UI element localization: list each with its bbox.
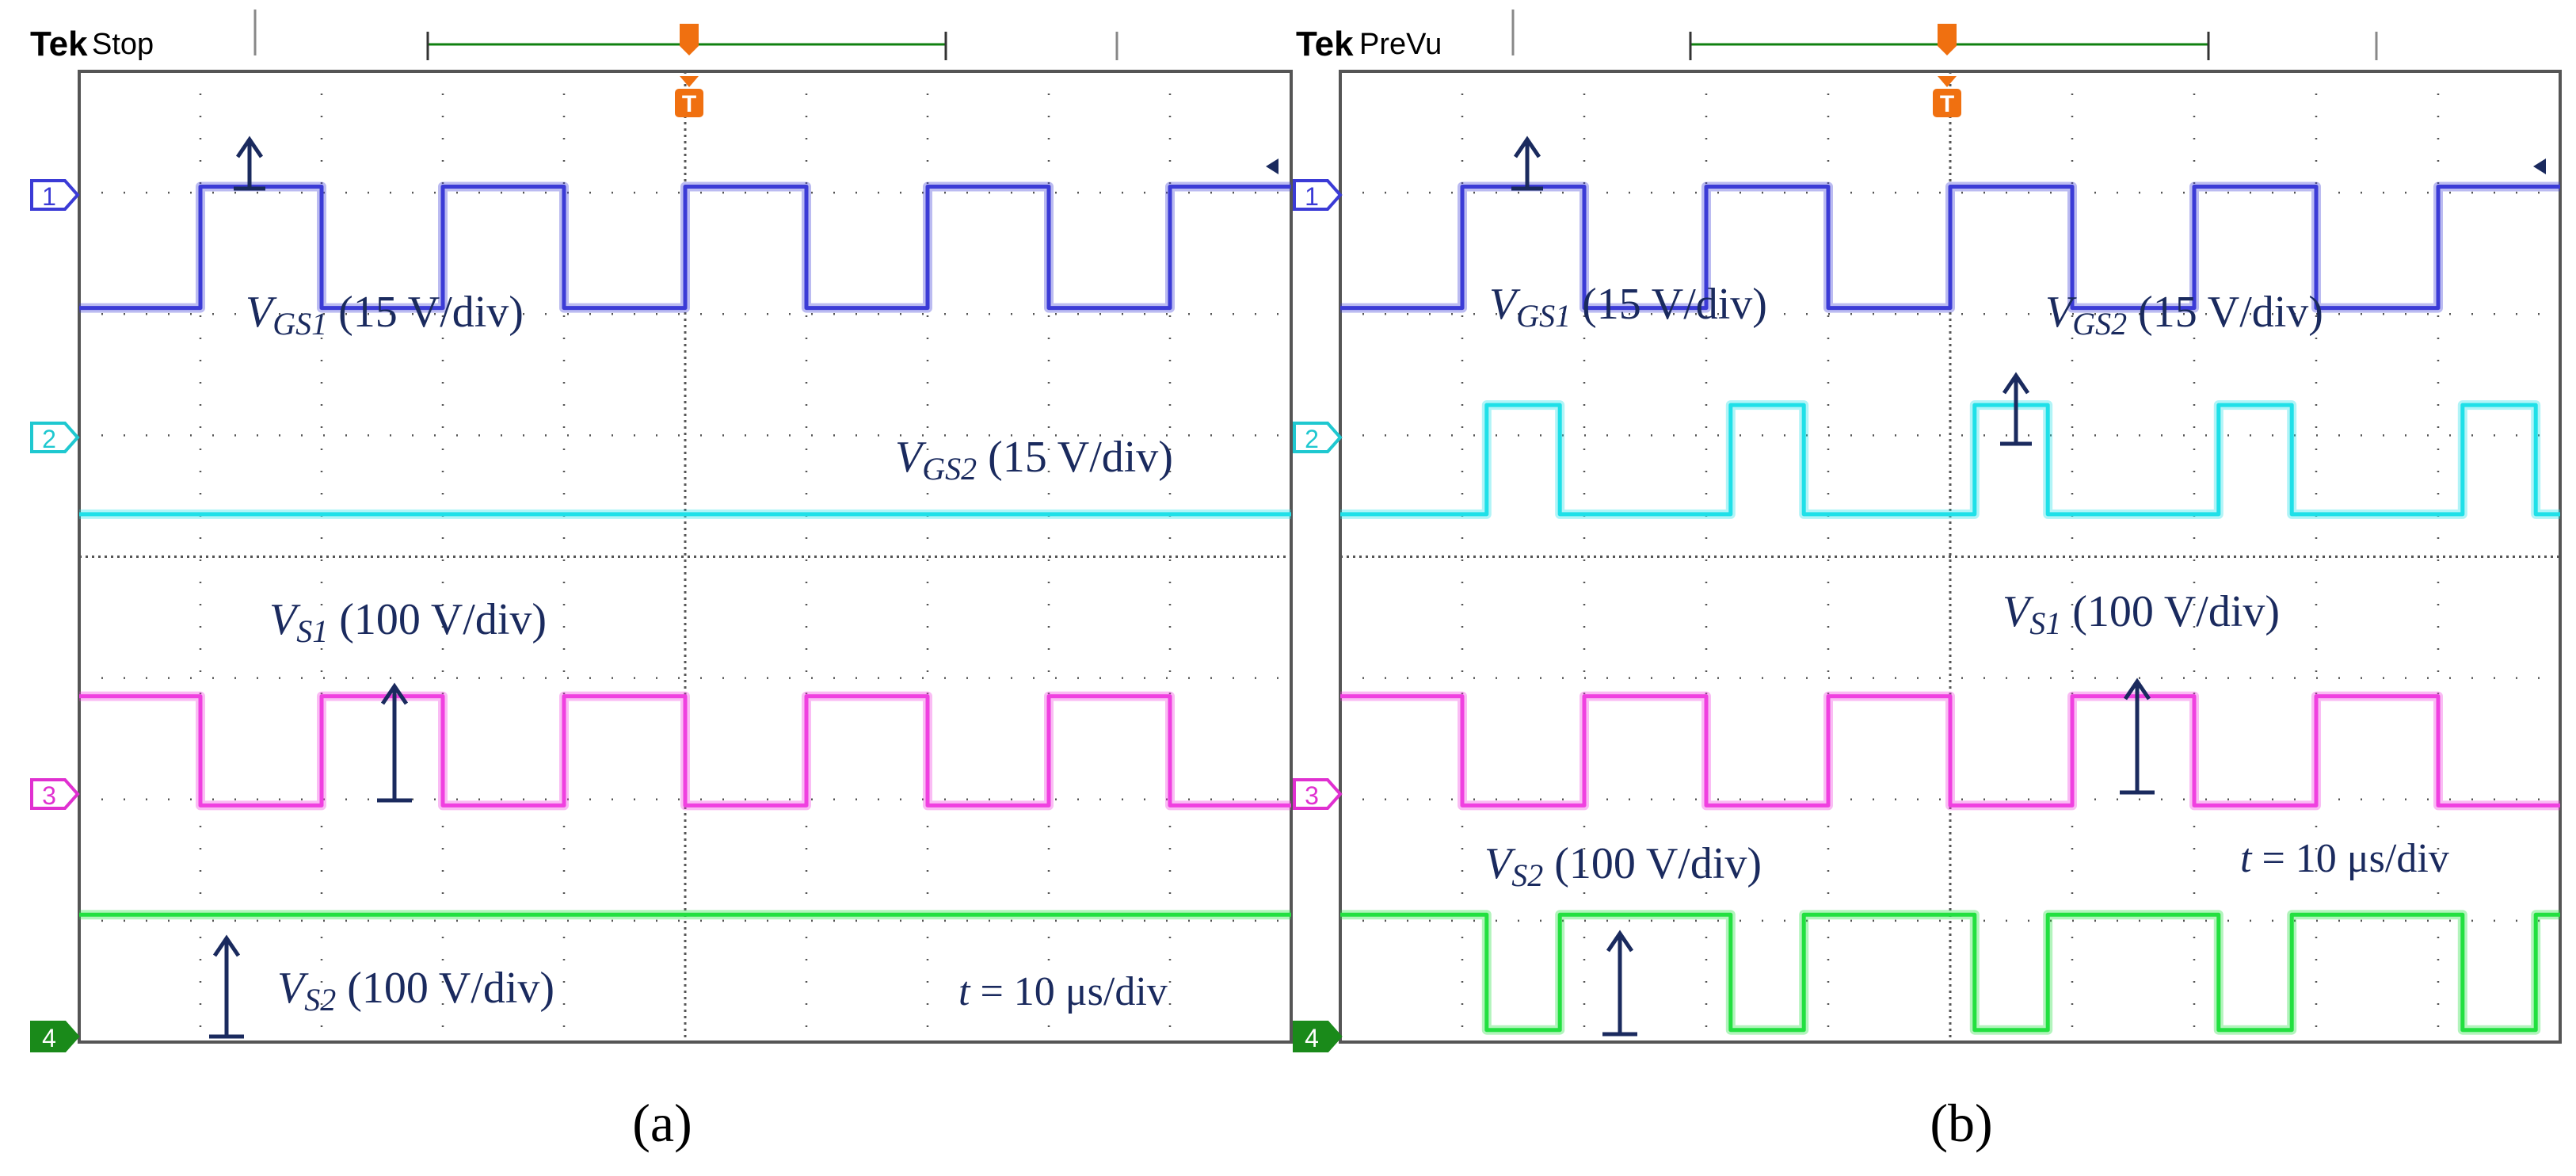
panel-b-vgs2-label: VGS2 (15 V/div) xyxy=(2045,288,2323,342)
panel-a: Tek Stop T xyxy=(30,10,1293,1153)
panel-b-ch3-marker: 3 xyxy=(1293,778,1343,810)
panel-b-brand: Tek xyxy=(1296,25,1354,63)
panel-a-vgs1-scale: (15 V/div) xyxy=(327,288,524,337)
panel-b-vs2-label: VS2 (100 V/div) xyxy=(1484,839,1762,893)
panel-b-trigger-label: T xyxy=(1940,91,1954,117)
panel-b-trigger-marker: T xyxy=(1933,76,1961,117)
panel-b-vgs1-symbol: V xyxy=(1489,280,1521,329)
panel-a-trigger-marker: T xyxy=(675,76,703,117)
panel-b-ch4-label: 4 xyxy=(1305,1024,1319,1052)
panel-b-vs1-subscript: S1 xyxy=(2029,605,2061,641)
panel-b-trigger-position-icon xyxy=(1938,24,1957,55)
panel-a-time-scale: = 10 μs/div xyxy=(970,969,1167,1014)
panel-a-vs1-arrow-icon xyxy=(377,682,412,803)
panel-a-ch3-label: 3 xyxy=(42,781,56,810)
panel-b-vs2-symbol: V xyxy=(1484,839,1516,888)
panel-a-vs2-subscript: S2 xyxy=(304,982,336,1018)
panel-b-time-symbol: t xyxy=(2240,836,2253,881)
panel-a-vs2-scale: (100 V/div) xyxy=(336,964,554,1013)
panel-b-ch1-trace xyxy=(1340,184,2560,311)
panel-b-caption: (b) xyxy=(1930,1093,1992,1153)
panel-a-vgs1-symbol: V xyxy=(246,288,277,337)
panel-b-vgs1-label: VGS1 (15 V/div) xyxy=(1489,280,1767,334)
panel-a-vs1-scale: (100 V/div) xyxy=(328,595,547,644)
panel-b-ch2-trace xyxy=(1340,403,2560,517)
panel-b-ch1-level-arrow-icon xyxy=(2533,158,2546,174)
panel-a-ch1-level-arrow-icon xyxy=(1266,158,1278,174)
panel-a-ch1-trace xyxy=(79,184,1291,311)
panel-b-time-label: t = 10 μs/div xyxy=(2240,836,2449,881)
panel-b-graticule xyxy=(1340,71,2560,1042)
panel-b: Tek PreVu T 1 xyxy=(1293,10,2562,1153)
panel-b-ch1-marker: 1 xyxy=(1293,179,1343,211)
panel-b-vgs1-subscript: GS1 xyxy=(1516,298,1571,334)
panel-b-ch3-label: 3 xyxy=(1305,781,1319,810)
panel-a-vs2-symbol: V xyxy=(277,964,309,1013)
panel-b-ch4-trace xyxy=(1340,912,2560,1033)
panel-a-vs2-label: VS2 (100 V/div) xyxy=(277,964,554,1018)
panel-a-trigger-position-icon xyxy=(680,24,699,55)
panel-b-traces xyxy=(1340,181,2560,1035)
panel-b-ch2-marker: 2 xyxy=(1293,422,1343,453)
panel-b-vs1-symbol: V xyxy=(2002,587,2034,636)
panel-b-mode: PreVu xyxy=(1359,28,1442,61)
panel-a-ch1-marker: 1 xyxy=(30,179,80,211)
panel-a-vgs1-label: VGS1 (15 V/div) xyxy=(246,288,524,342)
panel-a-brand: Tek xyxy=(30,25,88,63)
panel-b-ch1-label: 1 xyxy=(1305,182,1319,211)
panel-b-ch3-trace xyxy=(1340,694,2560,808)
panel-a-ch3-marker: 3 xyxy=(30,778,80,810)
panel-b-vs2-arrow-icon xyxy=(1602,930,1637,1037)
panel-a-vgs1-subscript: GS1 xyxy=(272,306,327,342)
panel-a-vs1-symbol: V xyxy=(269,595,301,644)
panel-b-vs1-label: VS1 (100 V/div) xyxy=(2002,587,2280,641)
panel-b-vgs2-scale: (15 V/div) xyxy=(2127,288,2323,337)
panel-a-ch2-label: 2 xyxy=(42,425,56,453)
panel-a-ch4-label: 4 xyxy=(42,1024,56,1052)
panel-a-vgs2-symbol: V xyxy=(895,433,927,482)
panel-b-vgs1-scale: (15 V/div) xyxy=(1571,280,1767,329)
panel-a-mode: Stop xyxy=(92,28,154,61)
panel-a-record-bar xyxy=(253,10,1118,60)
panel-b-ch2-label: 2 xyxy=(1305,425,1319,453)
panel-b-vs2-scale: (100 V/div) xyxy=(1543,839,1762,888)
panel-a-caption: (a) xyxy=(632,1093,692,1153)
panel-a-ch2-marker: 2 xyxy=(30,422,80,453)
panel-b-vs1-scale: (100 V/div) xyxy=(2061,587,2280,636)
panel-a-ch1-label: 1 xyxy=(42,182,56,211)
panel-a-vgs2-label: VGS2 (15 V/div) xyxy=(895,433,1173,487)
panel-a-vgs2-scale: (15 V/div) xyxy=(977,433,1173,482)
panel-b-vgs2-arrow-icon xyxy=(2000,372,2032,446)
panel-a-graticule xyxy=(79,71,1291,1042)
panel-b-vs1-arrow-icon xyxy=(2120,678,2155,795)
panel-a-ch3-trace xyxy=(79,694,1291,808)
panel-a-trigger-label: T xyxy=(682,91,696,117)
panel-a-vgs1-arrow-icon xyxy=(234,136,265,191)
panel-b-vgs2-symbol: V xyxy=(2045,288,2077,337)
panel-b-vgs1-arrow-icon xyxy=(1511,136,1543,191)
panel-a-vs1-label: VS1 (100 V/div) xyxy=(269,595,547,649)
panel-a-vs1-subscript: S1 xyxy=(296,613,328,649)
panel-a-traces xyxy=(79,181,1291,920)
panel-a-ch4-marker: 4 xyxy=(30,1021,80,1052)
panel-a-time-label: t = 10 μs/div xyxy=(958,969,1168,1014)
panel-a-vgs2-subscript: GS2 xyxy=(922,451,977,487)
panel-a-time-symbol: t xyxy=(958,969,971,1014)
panel-b-vs2-subscript: S2 xyxy=(1511,857,1543,893)
panel-b-ch4-marker: 4 xyxy=(1293,1021,1343,1052)
panel-a-vs2-arrow-icon xyxy=(209,934,244,1039)
panel-b-time-scale: = 10 μs/div xyxy=(2251,836,2448,881)
panel-b-vgs2-subscript: GS2 xyxy=(2072,306,2127,342)
panel-b-record-bar xyxy=(1511,10,2378,60)
